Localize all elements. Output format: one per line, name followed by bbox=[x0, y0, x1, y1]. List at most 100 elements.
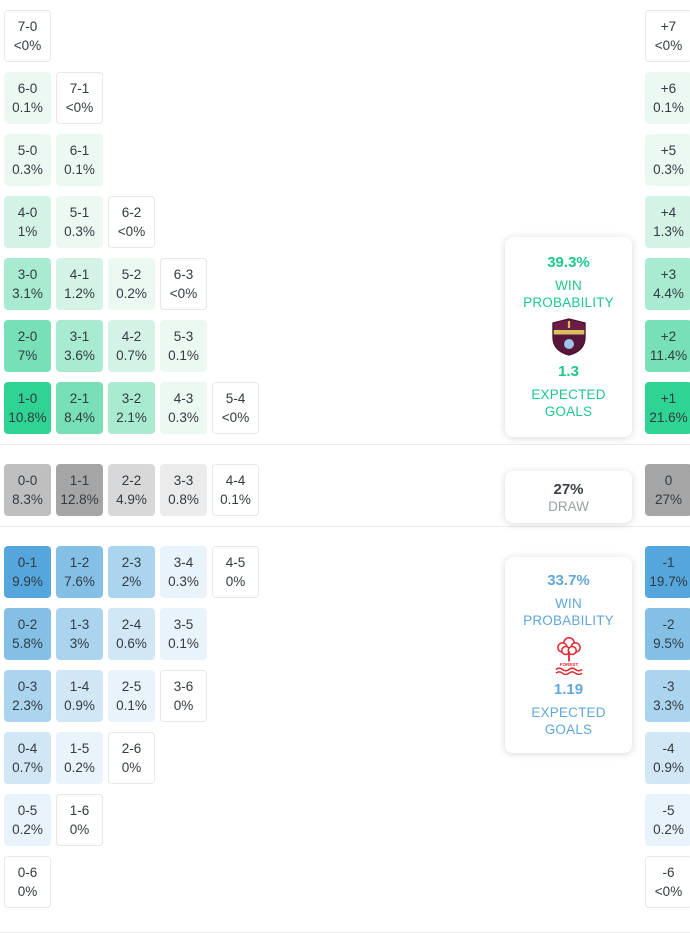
score-cell: 4-1 1.2% bbox=[56, 258, 103, 310]
goal-diff-cell: +2 11.4% bbox=[645, 320, 690, 372]
probability-label: 0.3% bbox=[64, 224, 95, 239]
score-label: 1-4 bbox=[69, 679, 90, 694]
goal-diff-cell: -5 0.2% bbox=[645, 794, 690, 846]
home-win-card: 39.3% WIN PROBABILITY 1.3 EXP bbox=[505, 237, 632, 437]
score-cell: 2-6 0% bbox=[108, 732, 155, 784]
score-label: 0-6 bbox=[17, 865, 38, 880]
score-label: 5-1 bbox=[69, 205, 90, 220]
probability-label: 0.1% bbox=[168, 348, 199, 363]
probability-label: 4.4% bbox=[653, 286, 684, 301]
probability-label: 0.2% bbox=[116, 286, 147, 301]
home-win-section: 7-0 <0% +7 <0% 6-0 0.1% 7-1 <0% +6 0.1% 5-0 0.3% 6-1… bbox=[0, 0, 690, 434]
score-label: 2-2 bbox=[121, 473, 142, 488]
goal-diff-cell: +4 1.3% bbox=[645, 196, 690, 248]
probability-label: <0% bbox=[13, 38, 42, 53]
score-label: 6-0 bbox=[17, 81, 38, 96]
goal-diff-label: +2 bbox=[660, 329, 677, 344]
score-cell: 6-0 0.1% bbox=[4, 72, 51, 124]
probability-label: 8.3% bbox=[12, 492, 43, 507]
score-label: 7-1 bbox=[69, 81, 90, 96]
probability-label: 3.1% bbox=[12, 286, 43, 301]
score-cell: 2-1 8.4% bbox=[56, 382, 103, 434]
score-label: 3-2 bbox=[121, 391, 142, 406]
probability-label: 0.3% bbox=[168, 410, 199, 425]
probability-label: 0.7% bbox=[116, 348, 147, 363]
goal-diff-label: -2 bbox=[662, 617, 675, 632]
probability-label: 0.3% bbox=[12, 162, 43, 177]
probability-label: 12.8% bbox=[60, 492, 99, 507]
probability-label: 0.2% bbox=[12, 822, 43, 837]
grid-row: 0-6 0% -6 <0% bbox=[4, 856, 690, 908]
probability-label: 7.6% bbox=[64, 574, 95, 589]
probability-label: <0% bbox=[221, 410, 250, 425]
probability-label: 5.8% bbox=[12, 636, 43, 651]
score-cell: 1-0 10.8% bbox=[4, 382, 51, 434]
score-label: 5-2 bbox=[121, 267, 142, 282]
probability-label: 7% bbox=[17, 348, 38, 363]
score-cell: 1-6 0% bbox=[56, 794, 103, 846]
draw-card: 27% DRAW bbox=[505, 471, 632, 523]
probability-label: 0.1% bbox=[116, 698, 147, 713]
score-label: 3-5 bbox=[173, 617, 194, 632]
probability-label: 1% bbox=[17, 224, 38, 239]
probability-label: 11.4% bbox=[649, 348, 688, 363]
grid-row: 0-4 0.7% 1-5 0.2% 2-6 0% -4 0.9% bbox=[4, 732, 690, 784]
score-cell: 0-1 9.9% bbox=[4, 546, 51, 598]
score-cell: 3-2 2.1% bbox=[108, 382, 155, 434]
burnley-crest-icon bbox=[551, 317, 587, 357]
probability-label: 21.6% bbox=[649, 410, 688, 425]
score-cell: 6-1 0.1% bbox=[56, 134, 103, 186]
score-label: 0-1 bbox=[17, 555, 38, 570]
score-label: 0-2 bbox=[17, 617, 38, 632]
goal-diff-cell: +7 <0% bbox=[645, 10, 690, 62]
score-label: 0-4 bbox=[17, 741, 38, 756]
probability-label: 0% bbox=[173, 698, 194, 713]
score-cell: 2-4 0.6% bbox=[108, 608, 155, 660]
probability-label: <0% bbox=[117, 224, 146, 239]
probability-label: 10.8% bbox=[8, 410, 47, 425]
score-cell: 3-1 3.6% bbox=[56, 320, 103, 372]
score-label: 2-1 bbox=[69, 391, 90, 406]
grid-row: 0-3 2.3% 1-4 0.9% 2-5 0.1% 3-6 0% -3 3.3% bbox=[4, 670, 690, 722]
goal-diff-cell: +1 21.6% bbox=[645, 382, 690, 434]
probability-label: 8.4% bbox=[64, 410, 95, 425]
goal-diff-label: -6 bbox=[662, 865, 675, 880]
score-cell: 5-0 0.3% bbox=[4, 134, 51, 186]
probability-label: <0% bbox=[65, 100, 94, 115]
score-cell: 1-5 0.2% bbox=[56, 732, 103, 784]
score-label: 1-2 bbox=[69, 555, 90, 570]
probability-label: 27% bbox=[654, 492, 683, 507]
score-cell: 0-4 0.7% bbox=[4, 732, 51, 784]
score-cell: 4-2 0.7% bbox=[108, 320, 155, 372]
probability-label: 9.9% bbox=[12, 574, 43, 589]
score-label: 1-3 bbox=[69, 617, 90, 632]
score-cell: 0-3 2.3% bbox=[4, 670, 51, 722]
goal-diff-label: +7 bbox=[660, 19, 677, 34]
home-win-probability-label: WIN PROBABILITY bbox=[523, 278, 614, 310]
score-cell: 7-0 <0% bbox=[4, 10, 51, 62]
probability-label: 0.1% bbox=[220, 492, 251, 507]
score-cell: 3-0 3.1% bbox=[4, 258, 51, 310]
score-cell: 7-1 <0% bbox=[56, 72, 103, 124]
score-cell: 2-5 0.1% bbox=[108, 670, 155, 722]
score-label: 1-1 bbox=[69, 473, 90, 488]
score-label: 4-1 bbox=[69, 267, 90, 282]
nottingham-forest-crest-icon: FOREST bbox=[553, 635, 585, 675]
goal-diff-label: +5 bbox=[660, 143, 677, 158]
score-label: 1-5 bbox=[69, 741, 90, 756]
grid-row: 2-0 7% 3-1 3.6% 4-2 0.7% 5-3 0.1% +2 11.4% bbox=[4, 320, 690, 372]
score-label: 2-6 bbox=[121, 741, 142, 756]
score-label: 0-0 bbox=[17, 473, 38, 488]
goal-diff-cell: 0 27% bbox=[645, 464, 690, 516]
goal-diff-label: 0 bbox=[664, 473, 673, 488]
probability-label: 1.3% bbox=[653, 224, 684, 239]
grid-row: 3-0 3.1% 4-1 1.2% 5-2 0.2% 6-3 <0% +3 4.4% bbox=[4, 258, 690, 310]
grid-row: 7-0 <0% +7 <0% bbox=[4, 10, 690, 62]
score-cell: 3-6 0% bbox=[160, 670, 207, 722]
away-win-section: 0-1 9.9% 1-2 7.6% 2-3 2% 3-4 0.3% 4-5 0% -1 19.7% 0-… bbox=[0, 546, 690, 908]
goal-diff-cell: -1 19.7% bbox=[645, 546, 690, 598]
score-cell: 1-4 0.9% bbox=[56, 670, 103, 722]
home-expected-goals-value: 1.3 bbox=[558, 363, 579, 380]
score-label: 7-0 bbox=[17, 19, 38, 34]
